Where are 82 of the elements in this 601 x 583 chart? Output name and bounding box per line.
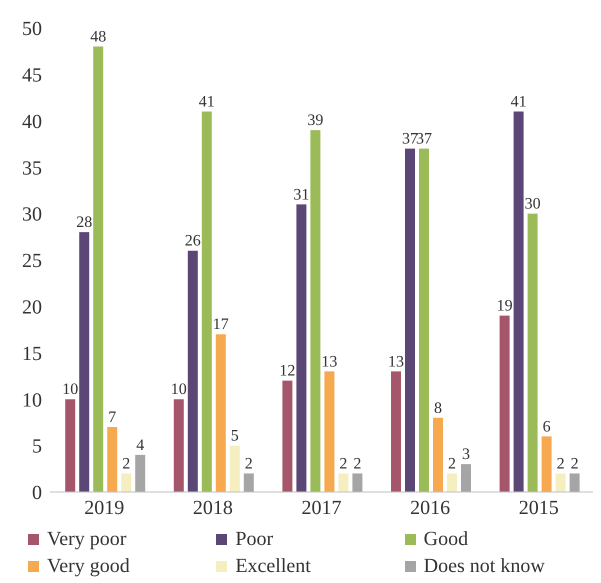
bar (500, 316, 510, 492)
y-tick-label: 30 (22, 204, 42, 226)
bar (542, 436, 552, 492)
bar (352, 473, 362, 492)
bar (135, 454, 146, 492)
x-tick-label: 2017 (302, 497, 342, 520)
x-tick-label: 2016 (410, 497, 450, 520)
bar (230, 446, 240, 492)
bar (433, 418, 444, 492)
legend-label: Poor (235, 528, 274, 551)
bar (310, 130, 320, 492)
bar (174, 399, 184, 492)
legend-label: Good (424, 528, 468, 551)
data-label: 2 (448, 455, 456, 472)
y-tick-label: 20 (22, 296, 42, 318)
y-tick-label: 45 (22, 64, 42, 86)
y-tick-label: 5 (32, 436, 42, 458)
bar (93, 46, 104, 492)
y-tick-label: 15 (22, 342, 42, 365)
bar (514, 112, 524, 492)
data-label: 7 (108, 409, 116, 426)
data-label: 3 (462, 446, 470, 464)
bar (528, 214, 538, 492)
bar (79, 232, 90, 492)
bar (556, 473, 566, 492)
bar (121, 473, 132, 492)
bar (202, 112, 212, 492)
data-label: 13 (388, 353, 404, 370)
data-label: 39 (307, 112, 324, 130)
data-label: 19 (496, 298, 513, 315)
data-label: 13 (321, 353, 338, 370)
y-tick-label: 40 (22, 110, 42, 133)
bar (282, 380, 292, 492)
y-tick-label: 0 (32, 482, 42, 504)
data-label: 30 (524, 196, 541, 213)
data-label: 10 (62, 381, 78, 398)
data-label: 28 (76, 214, 92, 232)
bar (244, 473, 254, 492)
x-tick-label: 2015 (518, 497, 559, 520)
bar (338, 473, 348, 492)
legend-label: Very poor (47, 528, 126, 551)
data-label: 41 (198, 94, 215, 111)
data-label: 6 (542, 418, 551, 436)
y-tick-label: 35 (22, 157, 42, 180)
x-tick-label: 2018 (192, 497, 233, 520)
bar (296, 204, 306, 492)
legend-label: Very good (47, 555, 130, 578)
data-label: 37 (402, 130, 418, 148)
y-tick-label: 25 (22, 250, 42, 272)
legend-label: Does not know (424, 555, 545, 578)
data-label: 5 (230, 428, 239, 445)
x-tick-label: 2019 (84, 497, 124, 520)
data-label: 2 (122, 455, 130, 472)
bar (447, 473, 458, 492)
data-label: 2 (570, 455, 579, 472)
data-label: 10 (170, 381, 187, 398)
legend-label: Excellent (235, 555, 311, 578)
bar (461, 464, 472, 492)
data-label: 12 (279, 362, 296, 380)
data-label: 31 (293, 186, 310, 204)
bar (324, 371, 334, 492)
y-tick-label: 50 (22, 18, 42, 40)
data-label: 17 (212, 316, 229, 334)
data-label: 2 (339, 455, 348, 472)
data-label: 4 (136, 436, 144, 454)
data-label: 2 (556, 455, 565, 472)
data-label: 8 (434, 400, 442, 417)
bar (188, 250, 198, 492)
data-label: 2 (244, 455, 253, 472)
data-label: 2 (353, 455, 362, 472)
bar (405, 148, 416, 492)
bar (570, 473, 580, 492)
data-label: 48 (90, 28, 106, 46)
data-label: 37 (416, 130, 432, 148)
bar (65, 399, 76, 492)
bar (419, 148, 430, 492)
data-label: 26 (184, 232, 201, 250)
bar (107, 427, 118, 492)
bar (391, 371, 402, 492)
bar (216, 334, 226, 492)
data-label: 41 (510, 94, 527, 111)
y-tick-label: 10 (22, 389, 42, 412)
